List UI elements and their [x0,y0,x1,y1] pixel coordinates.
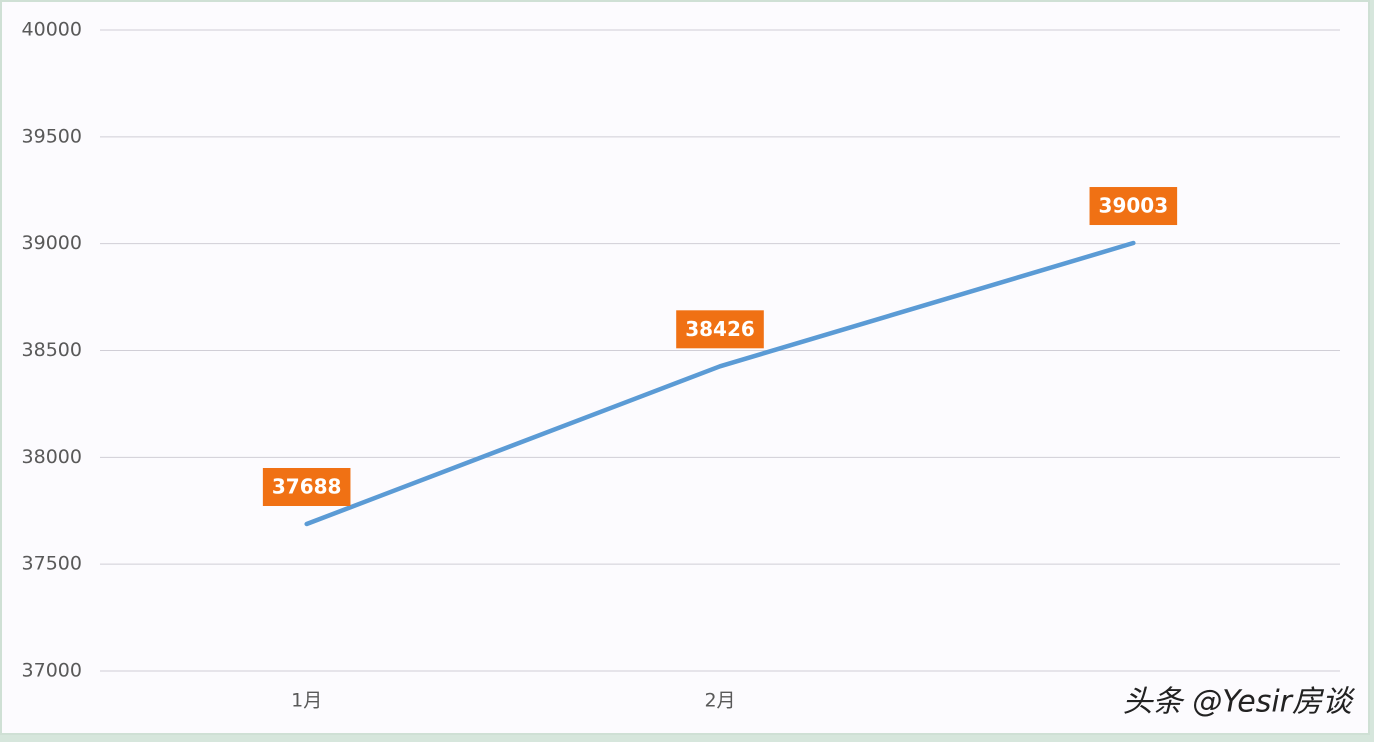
y-tick-label: 37000 [22,660,82,682]
data-label: 39003 [1089,187,1178,226]
x-tick-label: 2月 [704,690,735,712]
data-label: 38426 [676,310,764,349]
y-tick-label: 38500 [22,339,82,361]
data-label-box [262,467,351,506]
y-tick-label: 39000 [22,232,82,254]
x-tick-label: 1月 [291,690,322,712]
data-label-text: 39003 [1099,194,1169,218]
y-tick-label: 37500 [22,553,82,575]
y-tick-label: 38000 [22,446,82,468]
data-label-box [676,310,764,349]
y-tick-label: 39500 [22,125,82,147]
data-label-text: 37688 [272,474,342,498]
watermark: 头条 @Yesir房谈 [1123,685,1356,720]
data-label-text: 38426 [685,317,755,341]
data-label: 37688 [262,467,351,506]
line [304,240,1136,527]
y-tick-label: 40000 [22,19,82,41]
data-label-box [1089,187,1178,226]
